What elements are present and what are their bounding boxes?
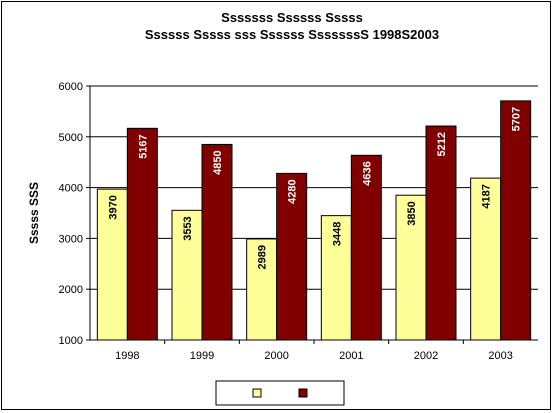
x-tick-label: 2001 bbox=[339, 350, 363, 362]
data-label: 3850 bbox=[406, 201, 418, 225]
bar-2003-series-2 bbox=[500, 100, 532, 341]
chart-subtitle: Ssssss Sssss sss Ssssss SssssssS 1998S20… bbox=[145, 27, 439, 42]
plot-area: 1000 2000 3000 4000 5000 6000 3970 5167 1998 3553… bbox=[59, 81, 538, 362]
x-tick-label: 2000 bbox=[264, 350, 288, 362]
data-label: 4636 bbox=[361, 161, 373, 185]
legend-swatch bbox=[252, 388, 262, 398]
x-tick-label: 2003 bbox=[488, 350, 512, 362]
data-label: 3553 bbox=[182, 216, 194, 240]
x-tick-label: 1998 bbox=[115, 350, 139, 362]
x-tick-label: 1999 bbox=[190, 350, 214, 362]
y-tick-label: 1000 bbox=[59, 335, 83, 347]
bar-2001-series-2 bbox=[350, 154, 382, 341]
chart-title: Sssssss Ssssss Sssss bbox=[221, 10, 363, 25]
bar-1998-series-2 bbox=[126, 127, 158, 341]
data-label: 5707 bbox=[511, 107, 523, 131]
data-label: 4850 bbox=[212, 150, 224, 174]
bar-2000-series-2 bbox=[276, 172, 308, 341]
bar-2002-series-1 bbox=[395, 194, 427, 341]
legend bbox=[215, 380, 345, 406]
y-axis-title: Sssss SSS bbox=[27, 182, 41, 244]
y-tick-label: 3000 bbox=[59, 233, 83, 245]
data-label: 3970 bbox=[107, 195, 119, 219]
bar-2002-series-2 bbox=[425, 125, 457, 341]
bar-1999-series-2 bbox=[201, 143, 233, 341]
y-tick-label: 2000 bbox=[59, 284, 83, 296]
data-label: 5212 bbox=[436, 132, 448, 156]
y-tick-label: 6000 bbox=[59, 81, 83, 93]
x-tick-label: 2002 bbox=[414, 350, 438, 362]
y-tick-label: 5000 bbox=[59, 132, 83, 144]
data-label: 4187 bbox=[481, 184, 493, 208]
data-label: 4280 bbox=[287, 179, 299, 203]
plot-background bbox=[90, 86, 538, 340]
data-label: 3448 bbox=[331, 222, 343, 246]
bar-2003-series-1 bbox=[470, 177, 502, 341]
bar-2000-series-1 bbox=[246, 238, 278, 341]
legend-swatch bbox=[298, 388, 308, 398]
legend-box bbox=[215, 380, 345, 406]
data-label: 5167 bbox=[137, 134, 149, 158]
y-tick-label: 4000 bbox=[59, 183, 83, 195]
data-label: 2989 bbox=[257, 245, 269, 269]
